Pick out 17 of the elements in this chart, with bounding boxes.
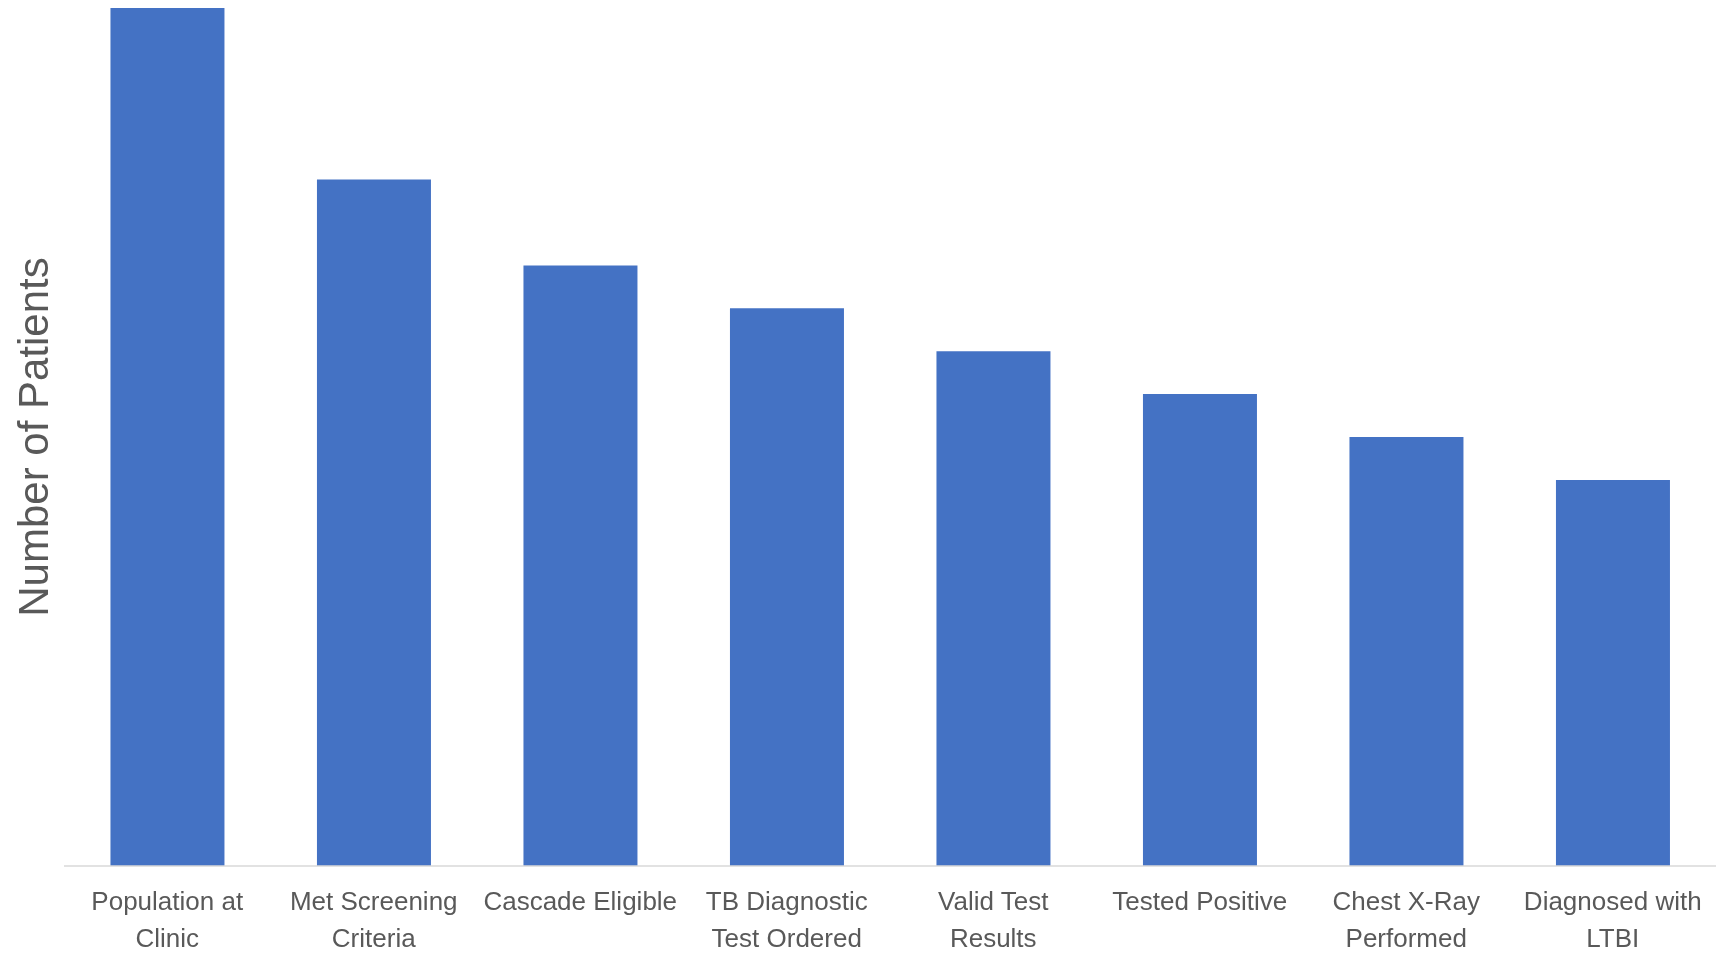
bar (523, 265, 638, 866)
x-tick-label: Cascade Eligible (483, 886, 678, 916)
bar (936, 351, 1051, 866)
x-tick-label: Valid Test Results (938, 886, 1050, 953)
bar (729, 308, 844, 866)
bar (316, 179, 431, 866)
bar (1349, 437, 1464, 866)
x-tick-label: Chest X-Ray Performed (1332, 886, 1480, 953)
x-tick-label: Tested Positive (1112, 886, 1288, 916)
bar (1142, 394, 1257, 866)
x-tick-label: Met Screening Criteria (289, 886, 458, 953)
y-axis-title: Number of Patients (9, 257, 58, 617)
x-tick-label: Population at Clinic (91, 886, 244, 953)
bar (110, 8, 225, 866)
bar (1555, 479, 1670, 866)
x-tick-label: Diagnosed with LTBI (1523, 886, 1702, 953)
x-tick-label: TB Diagnostic Test Ordered (705, 886, 868, 953)
